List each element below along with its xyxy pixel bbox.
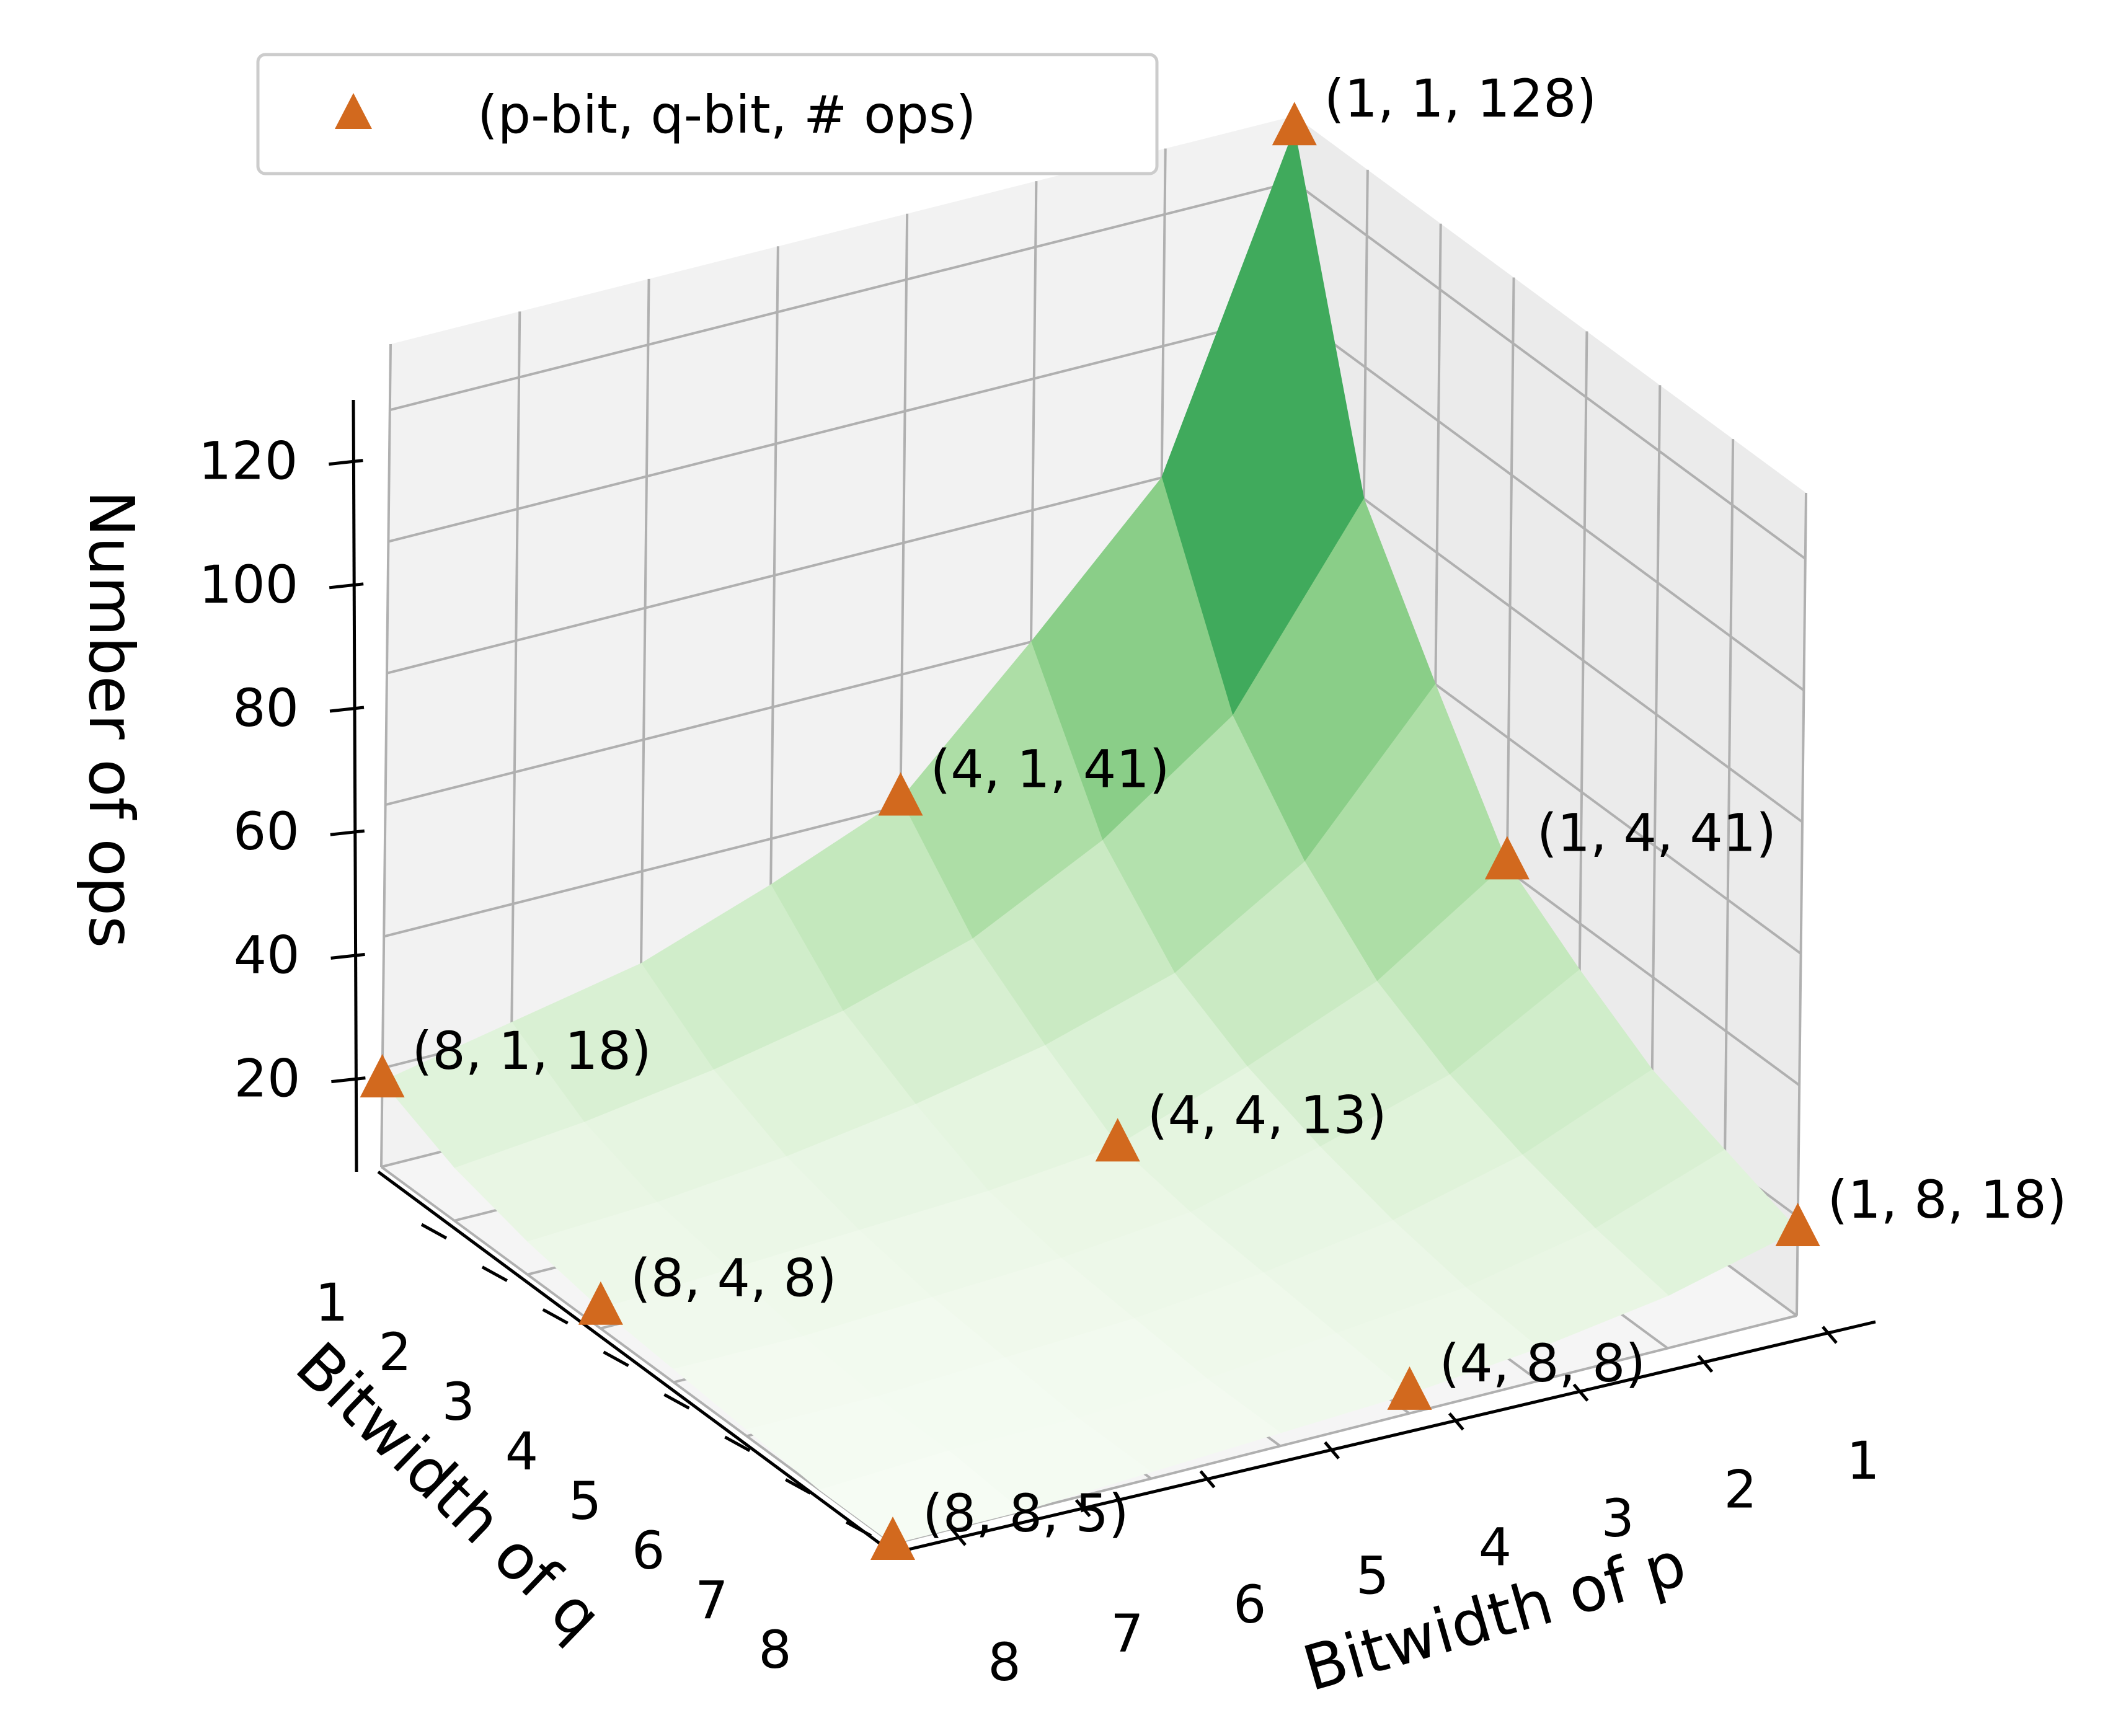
z-axis-line xyxy=(352,399,358,1172)
data-point-marker xyxy=(1095,1118,1140,1162)
p-tick-label: 3 xyxy=(1601,1488,1634,1549)
p-tick-mark xyxy=(1324,1441,1340,1459)
z-tick-mark xyxy=(330,829,365,836)
q-tick-label: 1 xyxy=(315,1272,348,1333)
p-tick-label: 2 xyxy=(1724,1459,1756,1520)
q-axis-line xyxy=(377,1170,894,1555)
z-tick-label: 100 xyxy=(199,554,298,615)
q-tick-mark xyxy=(603,1350,629,1367)
data-point-label: (1, 1, 128) xyxy=(1324,68,1597,129)
z-axis-title: Number of ops xyxy=(75,490,148,948)
p-tick-label: 7 xyxy=(1110,1603,1143,1664)
data-point-label: (8, 8, 5) xyxy=(923,1483,1129,1544)
z-tick-label: 60 xyxy=(233,801,299,862)
axis-lines xyxy=(352,399,1876,1555)
q-tick-mark xyxy=(663,1393,690,1410)
data-point-marker xyxy=(1775,1203,1820,1246)
z-tick-mark xyxy=(329,459,363,466)
z-tick-mark xyxy=(330,952,365,960)
data-point-marker xyxy=(1484,836,1530,880)
p-tick-label: 4 xyxy=(1479,1517,1512,1577)
p-tick-mark xyxy=(1074,1499,1091,1518)
data-point-marker xyxy=(1387,1366,1432,1410)
z-tick-label: 120 xyxy=(198,431,298,492)
q-tick-label: 7 xyxy=(695,1570,728,1631)
data-point-marker xyxy=(878,772,923,816)
z-tick-mark xyxy=(329,706,365,713)
q-tick-mark xyxy=(845,1520,872,1538)
legend-box xyxy=(256,53,1159,175)
legend-marker xyxy=(335,93,372,129)
z-tick-label: 40 xyxy=(234,924,300,985)
grid-line xyxy=(380,1166,894,1545)
p-tick-mark xyxy=(950,1528,967,1546)
p-tick-mark xyxy=(1572,1383,1589,1402)
p-tick-mark xyxy=(1822,1326,1838,1344)
grid-line xyxy=(892,1314,1797,1545)
data-point-label: (8, 1, 18) xyxy=(412,1021,652,1081)
data-point-marker xyxy=(1272,102,1317,146)
data-point-label: (8, 4, 8) xyxy=(631,1248,837,1309)
data-point-label: (1, 4, 41) xyxy=(1537,802,1776,863)
p-tick-mark xyxy=(1697,1354,1714,1373)
q-tick-mark xyxy=(542,1308,569,1325)
p-tick-label: 1 xyxy=(1846,1430,1879,1491)
data-point-label: (4, 8, 8) xyxy=(1440,1333,1646,1394)
p-tick-label: 8 xyxy=(988,1632,1021,1693)
q-tick-mark xyxy=(481,1265,508,1282)
q-tick-mark xyxy=(420,1223,448,1240)
q-tick-label: 6 xyxy=(632,1520,665,1581)
z-tick-mark xyxy=(329,582,364,590)
q-tick-mark xyxy=(784,1478,812,1495)
p-tick-mark xyxy=(1448,1412,1464,1431)
p-tick-label: 6 xyxy=(1233,1574,1266,1635)
q-tick-label: 4 xyxy=(505,1421,538,1482)
data-point-label: (4, 1, 41) xyxy=(930,739,1169,800)
grid-line xyxy=(380,343,392,1167)
q-tick-label: 5 xyxy=(569,1471,601,1531)
data-points: (1, 1, 128) (1, 4, 41) (4, 1, 41) (1, 8, 18… xyxy=(360,68,2067,1560)
surface xyxy=(381,128,1799,1544)
q-tick-label: 3 xyxy=(442,1371,475,1432)
q-tick-label: 2 xyxy=(378,1322,411,1383)
grid-line xyxy=(1722,439,1735,1262)
z-tick-mark xyxy=(331,1076,366,1084)
grid-line xyxy=(1796,492,1807,1316)
p-tick-mark xyxy=(1199,1470,1216,1489)
data-point-label: (4, 4, 13) xyxy=(1148,1084,1387,1145)
p-tick-label: 5 xyxy=(1356,1546,1389,1606)
q-tick-label: 8 xyxy=(758,1619,791,1680)
grid-line xyxy=(509,311,521,1135)
data-point-marker xyxy=(870,1517,915,1560)
data-point-marker xyxy=(360,1054,405,1097)
data-point-marker xyxy=(578,1281,623,1325)
data-point-label: (1, 8, 18) xyxy=(1828,1169,2067,1230)
legend: (p-bit, q-bit, # ops) xyxy=(256,53,1159,175)
z-tick-label: 20 xyxy=(234,1048,301,1109)
z-tick-label: 80 xyxy=(232,678,299,738)
q-tick-mark xyxy=(724,1435,751,1453)
p-axis-line xyxy=(892,1320,1876,1555)
legend-label: (p-bit, q-bit, # ops) xyxy=(477,84,976,145)
